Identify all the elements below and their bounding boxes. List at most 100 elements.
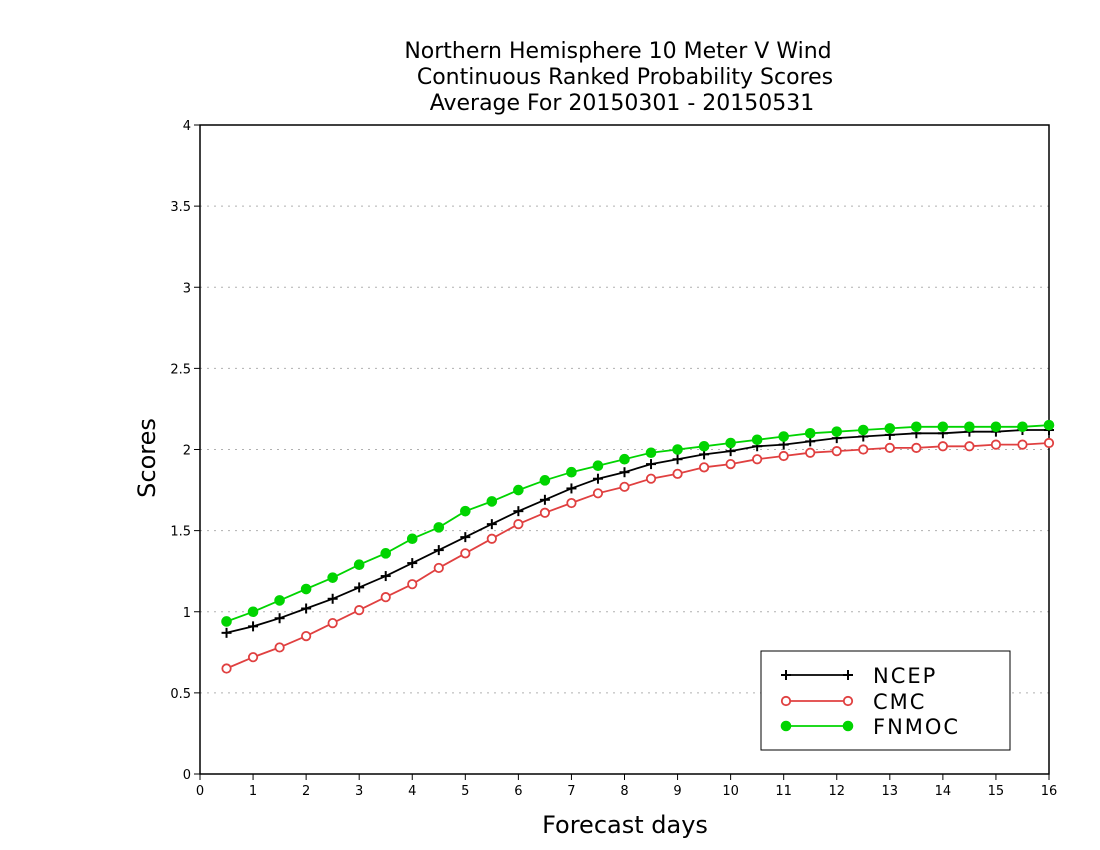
legend-marker-fnmoc-start	[780, 720, 792, 732]
legend-marker-ncep-end	[843, 670, 853, 680]
data-point-cmc-26	[911, 442, 922, 453]
data-point-ncep-12	[539, 494, 550, 505]
data-point-fnmoc-3	[300, 583, 312, 595]
chart-title-line-2: Continuous Ranked Probability Scores	[417, 65, 833, 90]
x-axis: 0 1 2 3 4 5 6 7 8 9 10 11 12 13 14 15 16	[196, 774, 1057, 799]
data-point-cmc-14	[592, 488, 604, 499]
data-point-ncep-1	[248, 621, 259, 632]
data-point-fnmoc-25	[884, 423, 896, 434]
data-point-fnmoc-31	[1043, 419, 1055, 431]
legend-entry-fnmoc: FNMOC	[780, 715, 960, 739]
data-point-fnmoc-10	[486, 496, 498, 507]
series-layer	[221, 419, 1055, 674]
data-point-cmc-9	[460, 548, 471, 559]
data-point-cmc-10	[486, 533, 497, 544]
y-tick-label-1: 0.5	[170, 687, 191, 702]
data-point-fnmoc-22	[804, 427, 816, 439]
x-tick-label-14: 14	[935, 784, 952, 799]
x-tick-label-6: 6	[514, 784, 522, 799]
y-tick-label-5: 2.5	[170, 362, 191, 377]
data-point-fnmoc-30	[1017, 421, 1028, 433]
x-tick-label-1: 1	[249, 784, 257, 799]
data-point-cmc-12	[539, 507, 551, 518]
data-point-ncep-15	[619, 467, 630, 478]
data-point-fnmoc-5	[353, 559, 365, 570]
x-tick-label-7: 7	[567, 784, 575, 799]
data-point-cmc-25	[884, 442, 895, 453]
data-point-fnmoc-9	[460, 505, 471, 517]
series-line-cmc	[226, 442, 1050, 670]
data-point-cmc-16	[645, 473, 657, 484]
data-point-fnmoc-7	[406, 533, 418, 545]
legend-label-fnmoc: FNMOC	[873, 715, 960, 739]
data-point-cmc-8	[433, 562, 444, 574]
legend-marker-ncep-start	[781, 670, 791, 680]
x-tick-label-0: 0	[196, 784, 204, 799]
x-tick-label-13: 13	[882, 784, 899, 799]
data-point-fnmoc-21	[778, 431, 789, 442]
data-point-fnmoc-26	[911, 421, 922, 433]
data-point-fnmoc-18	[698, 440, 710, 452]
data-point-fnmoc-4	[327, 572, 338, 583]
data-point-ncep-14	[592, 473, 603, 484]
x-axis-label: Forecast days	[542, 811, 708, 839]
y-tick-label-0: 0	[183, 768, 191, 783]
data-point-fnmoc-12	[539, 475, 551, 486]
data-point-fnmoc-28	[964, 421, 975, 433]
data-point-fnmoc-27	[937, 421, 949, 433]
x-tick-label-10: 10	[722, 784, 739, 799]
x-tick-label-12: 12	[828, 784, 845, 799]
y-tick-label-3: 1.5	[170, 525, 191, 540]
data-point-ncep-9	[460, 532, 471, 543]
data-point-ncep-6	[380, 571, 391, 582]
legend-label-cmc: CMC	[873, 690, 926, 714]
series-cmc	[221, 437, 1055, 674]
data-point-fnmoc-16	[645, 447, 657, 459]
data-point-ncep-8	[433, 545, 444, 556]
data-point-ncep-3	[301, 603, 312, 614]
data-point-cmc-18	[698, 462, 710, 473]
data-point-cmc-2	[274, 642, 285, 653]
grid	[200, 205, 1049, 694]
x-tick-label-2: 2	[302, 784, 310, 799]
data-point-fnmoc-20	[751, 434, 763, 446]
data-point-cmc-0	[221, 663, 232, 674]
data-point-ncep-0	[221, 627, 232, 638]
x-tick-label-16: 16	[1041, 784, 1058, 799]
data-point-cmc-7	[407, 579, 418, 590]
series-fnmoc	[221, 419, 1055, 627]
data-point-ncep-2	[274, 613, 285, 624]
y-tick-label-2: 1	[183, 606, 191, 621]
data-point-cmc-27	[937, 441, 948, 452]
data-point-cmc-3	[301, 630, 312, 642]
data-point-fnmoc-0	[221, 616, 232, 627]
data-point-cmc-11	[513, 519, 524, 530]
legend-entry-cmc: CMC	[780, 690, 926, 714]
data-point-fnmoc-23	[831, 426, 843, 437]
chart-title-line-1: Northern Hemisphere 10 Meter V Wind	[404, 39, 831, 64]
x-tick-label-9: 9	[673, 784, 681, 799]
data-point-cmc-30	[1017, 439, 1028, 450]
data-point-cmc-28	[964, 441, 975, 452]
data-point-fnmoc-8	[433, 522, 445, 533]
data-point-cmc-6	[380, 592, 391, 603]
data-point-cmc-19	[725, 459, 736, 470]
x-tick-label-5: 5	[461, 784, 469, 799]
data-point-cmc-1	[247, 652, 259, 663]
legend-marker-fnmoc-end	[842, 720, 854, 732]
data-point-fnmoc-6	[380, 548, 392, 559]
data-point-cmc-17	[672, 468, 683, 479]
series-line-ncep	[226, 429, 1049, 634]
data-point-fnmoc-2	[274, 595, 285, 606]
data-point-fnmoc-17	[672, 444, 683, 455]
y-axis: 0 0.5 1 1.5 2 2.5 3 3.5 4	[170, 119, 200, 783]
y-tick-label-4: 2	[183, 444, 191, 459]
data-point-cmc-13	[566, 497, 577, 509]
data-point-fnmoc-14	[592, 460, 604, 472]
legend-label-ncep: NCEP	[873, 664, 937, 688]
data-point-ncep-17	[672, 454, 683, 465]
data-point-cmc-22	[805, 447, 816, 458]
data-point-fnmoc-19	[725, 437, 736, 449]
